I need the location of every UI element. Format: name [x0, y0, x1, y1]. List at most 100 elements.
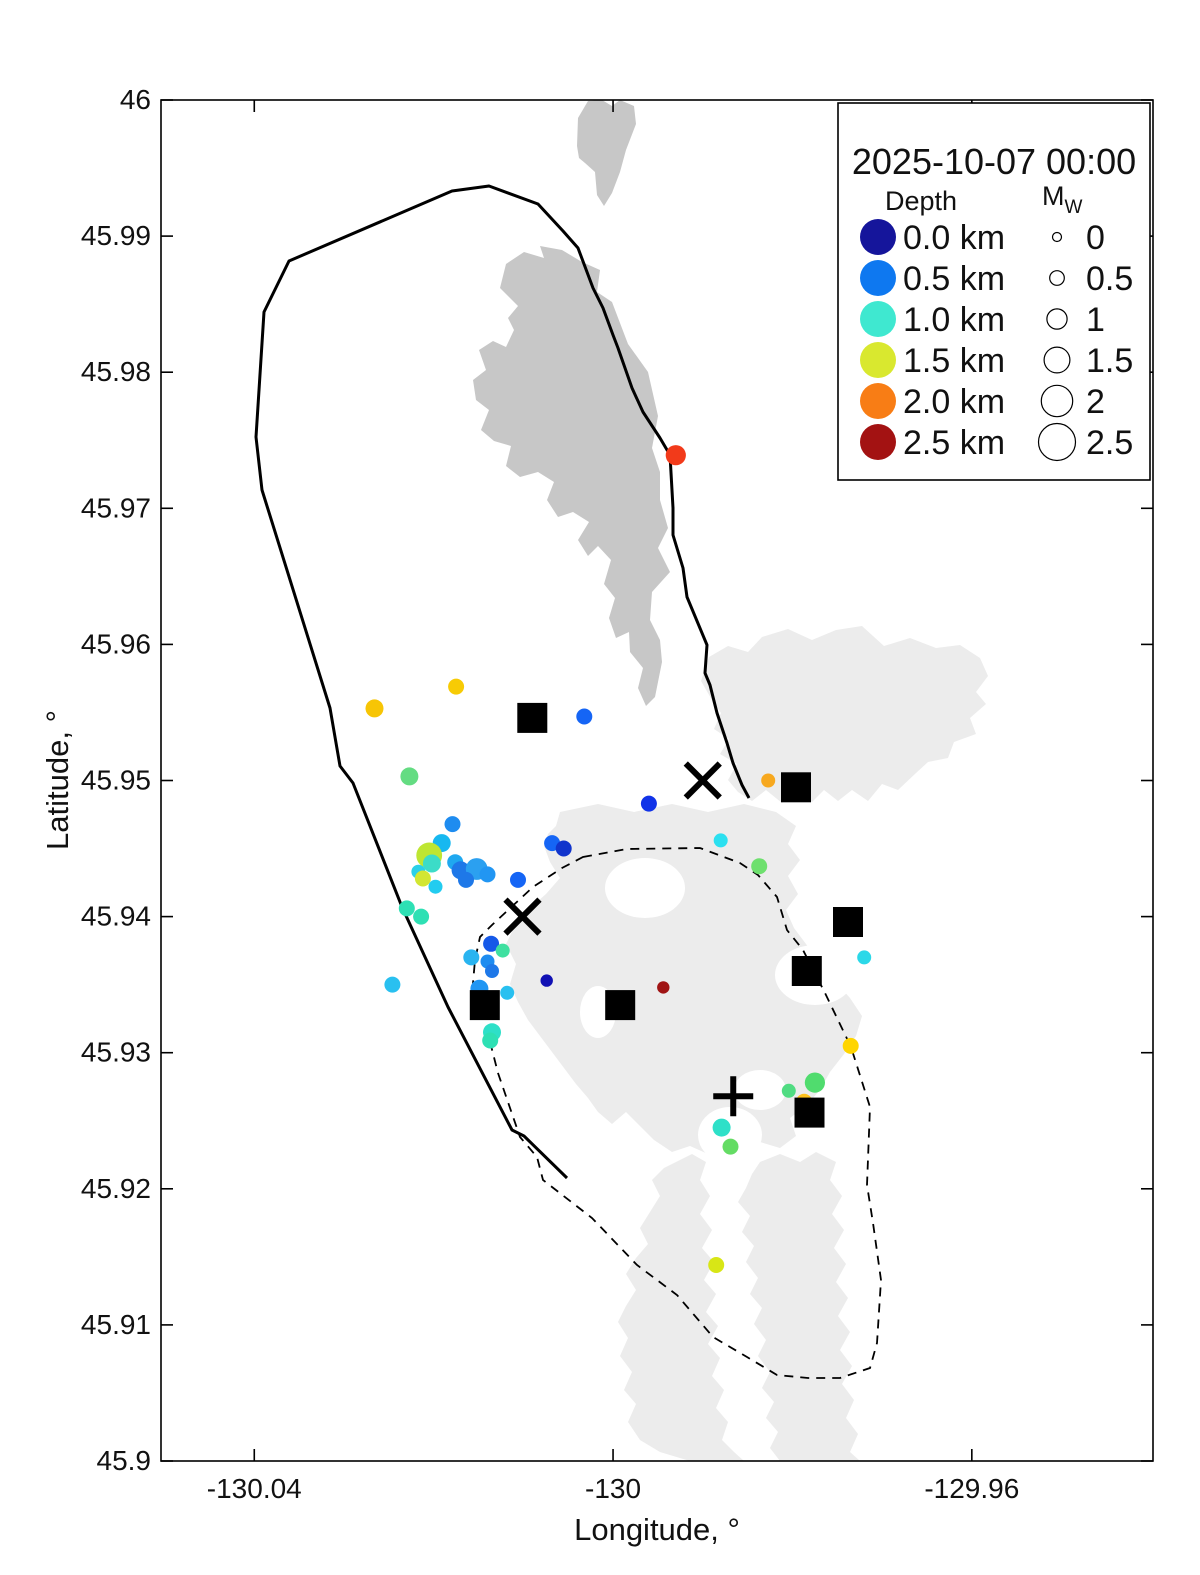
y-tick-label: 45.95 [81, 765, 151, 796]
legend-depth-swatch [860, 424, 896, 460]
vent-markers [503, 761, 754, 1117]
earthquake-dot [657, 981, 670, 994]
legend-depth-label: 2.0 km [903, 383, 1005, 421]
legend-depth-header: Depth [885, 186, 957, 216]
earthquake-dot [500, 985, 515, 1000]
legend-depth-swatch [860, 260, 896, 296]
lava-flow-hole [605, 858, 685, 918]
legend-mw-swatch [1049, 270, 1065, 286]
x-marker [503, 897, 542, 936]
y-tick-label: 45.93 [81, 1037, 151, 1068]
y-tick-label: 45.9 [97, 1445, 152, 1476]
earthquake-dot [479, 866, 496, 883]
earthquake-dot [398, 900, 415, 917]
lava-flow-patch-dark [577, 100, 636, 206]
legend-depth-label: 2.5 km [903, 424, 1005, 462]
legend-depth-swatch [860, 301, 896, 337]
earthquake-dot [722, 1138, 739, 1155]
earthquake-dot [400, 767, 419, 786]
lava-flow-hole [734, 1070, 786, 1110]
earthquake-dot [713, 833, 728, 848]
y-tick-label: 45.97 [81, 492, 151, 523]
legend-depth-label: 1.5 km [903, 342, 1005, 380]
lava-flow-patch-light [701, 626, 988, 803]
legend-title: 2025-10-07 00:00 [852, 141, 1136, 182]
y-tick-label: 45.98 [81, 356, 151, 387]
x-tick-label: -130.04 [207, 1473, 302, 1504]
y-tick-label: 45.92 [81, 1173, 151, 1204]
earthquake-dot [463, 949, 480, 966]
y-tick-label: 46 [120, 84, 151, 115]
earthquake-dot [640, 795, 657, 812]
earthquake-dot [365, 699, 384, 718]
plus-marker [713, 1076, 754, 1117]
earthquake-dot [428, 879, 443, 894]
earthquake-dot [804, 1072, 826, 1093]
earthquake-dot [458, 871, 474, 888]
seismometer-square [791, 956, 822, 986]
axis-ticks: -130.04 -130 -129.96 46 45.99 45.98 45.97 45.96… [81, 84, 1153, 1504]
earthquake-dot [384, 976, 401, 993]
legend-mw-label: 0 [1086, 219, 1105, 257]
earthquake-dot [510, 871, 526, 888]
earthquake-dot [576, 708, 593, 725]
lava-flow-patch-dark [473, 246, 670, 706]
y-tick-label: 45.91 [81, 1309, 151, 1340]
y-tick-label: 45.96 [81, 628, 151, 659]
lava-flow-patch-light [506, 804, 862, 1154]
earthquake-dot [444, 816, 461, 833]
legend-depth-label: 0.5 km [903, 260, 1005, 298]
earthquake-dot [540, 974, 553, 987]
earthquake-dot [781, 1083, 796, 1098]
legend-mw-header: MW [1042, 181, 1083, 218]
legend-mw-label: 2 [1086, 383, 1105, 421]
y-tick-label: 45.99 [81, 220, 151, 251]
lava-flow-patch-light [618, 1154, 744, 1461]
x-tick-label: -130 [585, 1473, 641, 1504]
earthquake-dot [761, 773, 776, 788]
lava-flow-patch-light [738, 1152, 860, 1461]
seismometer-square [605, 990, 636, 1021]
lava-flow-hole [698, 1107, 762, 1163]
seismometer-square [833, 907, 863, 937]
eruption-outline-dashed [472, 847, 882, 1379]
caldera-rim-outline [254, 184, 751, 1180]
earthquake-dot [422, 854, 441, 873]
earthquake-dot [482, 1032, 499, 1049]
earthquake-dots [365, 445, 872, 1273]
earthquake-dot [555, 840, 572, 857]
legend-box [837, 102, 1151, 481]
legend-depth-label: 0.0 km [903, 219, 1005, 257]
earthquake-dot [708, 1257, 725, 1273]
legend-mw-swatch [1051, 231, 1063, 243]
earthquake-dot [448, 678, 465, 695]
legend-mw-swatch [1043, 346, 1071, 374]
earthquake-dot [483, 935, 500, 952]
seismometer-stations [469, 702, 863, 1128]
seismometer-square [469, 990, 500, 1021]
seismometer-square [794, 1097, 825, 1128]
earthquake-dot [842, 1037, 859, 1054]
legend-mw-swatch [1046, 308, 1068, 330]
map-layers [254, 100, 988, 1461]
legend: 2025-10-07 00:00 Depth MW 0.0 km 0 0.5 km 0… [837, 102, 1151, 481]
seismometer-square [517, 702, 548, 733]
seismometer-square [781, 772, 811, 803]
legend-mw-label: 2.5 [1086, 424, 1133, 462]
legend-depth-swatch [860, 383, 896, 419]
earthquake-dot [712, 1118, 731, 1137]
legend-mw-label: 1.5 [1086, 342, 1133, 380]
x-axis-title: Longitude, ° [574, 1512, 740, 1547]
legend-depth-label: 1.0 km [903, 301, 1005, 339]
legend-mw-swatch [1040, 384, 1074, 418]
x-tick-label: -129.96 [924, 1473, 1019, 1504]
earthquake-dot [485, 964, 499, 978]
legend-mw-label: 0.5 [1086, 260, 1133, 298]
legend-depth-swatch [860, 219, 896, 255]
earthquake-dot [665, 445, 686, 466]
earthquake-dot [413, 908, 430, 925]
earthquake-dot [857, 950, 872, 965]
y-axis-title: Latitude, ° [40, 710, 75, 850]
legend-depth-swatch [860, 342, 896, 378]
earthquake-dot [751, 858, 768, 875]
